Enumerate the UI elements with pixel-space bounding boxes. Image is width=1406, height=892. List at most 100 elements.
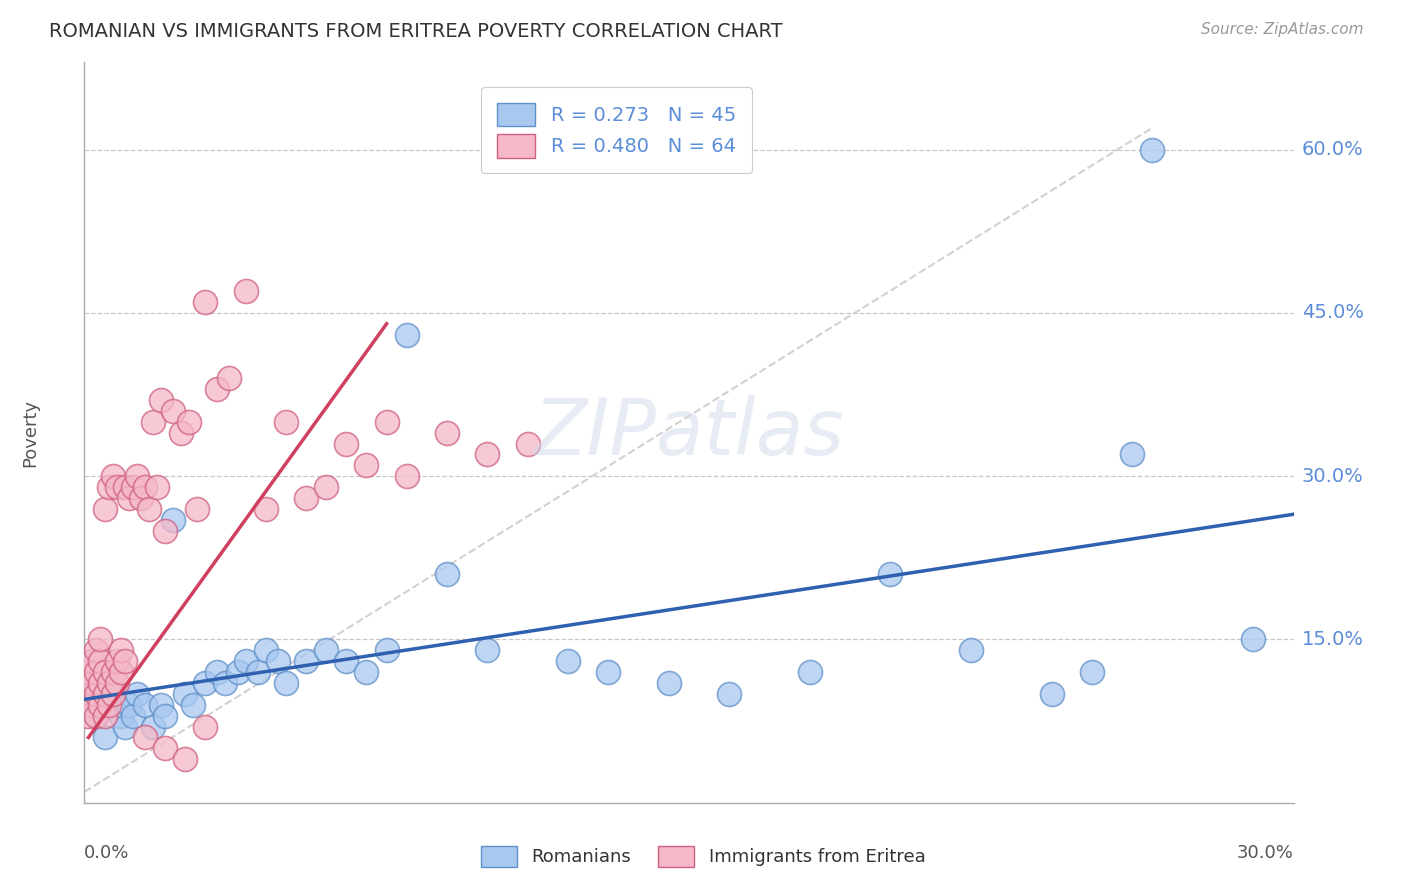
Point — [1142, 143, 1164, 157]
Point — [1121, 447, 1143, 461]
Point — [97, 698, 120, 712]
Text: 30.0%: 30.0% — [1302, 467, 1364, 485]
Point — [101, 687, 124, 701]
Point — [174, 687, 197, 701]
Point — [101, 469, 124, 483]
Point — [89, 632, 111, 647]
Point — [375, 415, 398, 429]
Point — [121, 708, 143, 723]
Point — [335, 654, 357, 668]
Point — [218, 371, 240, 385]
Text: Source: ZipAtlas.com: Source: ZipAtlas.com — [1201, 22, 1364, 37]
Point — [82, 698, 104, 712]
Point — [105, 676, 128, 690]
Point — [226, 665, 249, 680]
Point — [142, 415, 165, 429]
Point — [246, 665, 269, 680]
Point — [315, 480, 337, 494]
Point — [114, 654, 136, 668]
Point — [375, 643, 398, 657]
Point — [267, 654, 290, 668]
Point — [134, 731, 156, 745]
Point — [153, 708, 176, 723]
Point — [93, 501, 115, 516]
Point — [395, 327, 418, 342]
Point — [170, 425, 193, 440]
Point — [149, 392, 172, 407]
Point — [1241, 632, 1264, 647]
Point — [114, 480, 136, 494]
Point — [82, 676, 104, 690]
Point — [254, 643, 277, 657]
Point — [436, 425, 458, 440]
Point — [97, 480, 120, 494]
Point — [93, 665, 115, 680]
Point — [82, 654, 104, 668]
Point — [93, 687, 115, 701]
Point — [146, 480, 169, 494]
Legend: Romanians, Immigrants from Eritrea: Romanians, Immigrants from Eritrea — [474, 838, 932, 874]
Point — [799, 665, 821, 680]
Point — [194, 676, 217, 690]
Point — [162, 404, 184, 418]
Point — [162, 513, 184, 527]
Point — [89, 676, 111, 690]
Text: 60.0%: 60.0% — [1302, 140, 1364, 159]
Point — [207, 665, 229, 680]
Point — [77, 687, 100, 701]
Point — [194, 295, 217, 310]
Point — [153, 524, 176, 538]
Point — [436, 567, 458, 582]
Point — [86, 708, 108, 723]
Point — [295, 654, 318, 668]
Point — [356, 665, 378, 680]
Point — [879, 567, 901, 582]
Point — [105, 698, 128, 712]
Point — [214, 676, 236, 690]
Point — [86, 687, 108, 701]
Point — [235, 284, 257, 298]
Point — [129, 491, 152, 505]
Point — [395, 469, 418, 483]
Point — [207, 382, 229, 396]
Point — [179, 415, 201, 429]
Point — [105, 654, 128, 668]
Point — [134, 698, 156, 712]
Text: 0.0%: 0.0% — [84, 844, 129, 863]
Point — [110, 665, 132, 680]
Point — [125, 469, 148, 483]
Point — [960, 643, 983, 657]
Point — [121, 480, 143, 494]
Point — [93, 708, 115, 723]
Point — [97, 676, 120, 690]
Point — [110, 643, 132, 657]
Point — [101, 687, 124, 701]
Point — [335, 436, 357, 450]
Point — [356, 458, 378, 473]
Point — [598, 665, 620, 680]
Point — [181, 698, 204, 712]
Point — [86, 708, 108, 723]
Point — [153, 741, 176, 756]
Point — [77, 708, 100, 723]
Point — [235, 654, 257, 668]
Point — [86, 643, 108, 657]
Point — [477, 447, 499, 461]
Point — [89, 654, 111, 668]
Point — [174, 752, 197, 766]
Point — [101, 665, 124, 680]
Point — [516, 436, 538, 450]
Point — [110, 708, 132, 723]
Point — [194, 720, 217, 734]
Text: Poverty: Poverty — [21, 399, 39, 467]
Point — [138, 501, 160, 516]
Point — [295, 491, 318, 505]
Point — [658, 676, 681, 690]
Point — [125, 687, 148, 701]
Text: 30.0%: 30.0% — [1237, 844, 1294, 863]
Point — [1081, 665, 1104, 680]
Point — [86, 665, 108, 680]
Point — [186, 501, 208, 516]
Point — [89, 698, 111, 712]
Point — [718, 687, 741, 701]
